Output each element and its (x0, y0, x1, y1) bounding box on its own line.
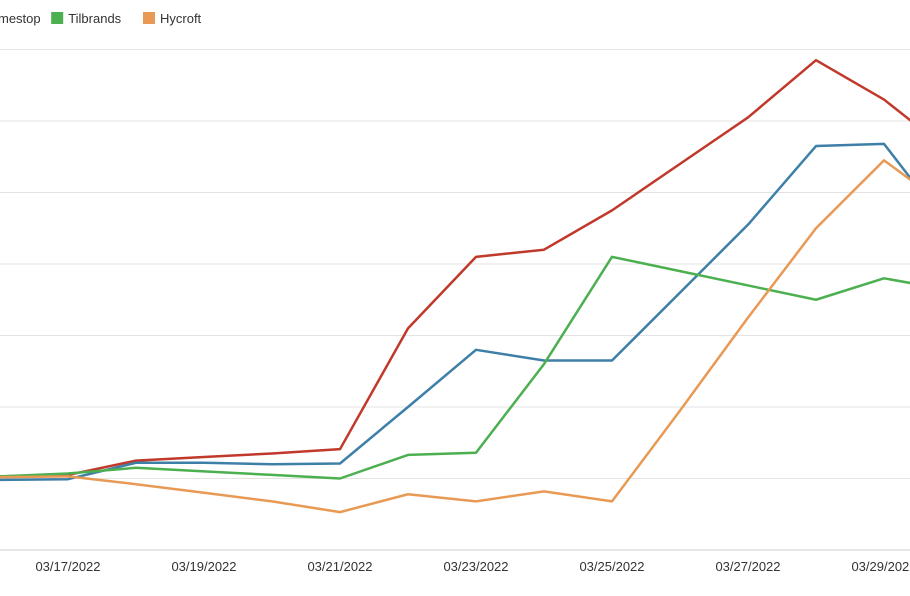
series-lines (0, 58, 910, 514)
legend-swatch-tilbrands[interactable] (51, 12, 64, 24)
series-line-gamestop (0, 58, 910, 478)
x-tick-label: 03/27/2022 (715, 559, 780, 574)
series-line-lilium (0, 142, 910, 482)
legend-label-gamestop[interactable]: mestop (0, 11, 41, 26)
grid-lines (0, 49, 910, 551)
x-tick-label: 03/29/2022 (851, 559, 910, 574)
x-tick-label: 03/19/2022 (171, 559, 236, 574)
x-axis-ticks: 03/17/2022 03/19/2022 03/21/2022 03/23/2022… (35, 559, 910, 574)
legend-label-hycroft[interactable]: Hycroft (160, 11, 202, 26)
x-tick-label: 03/17/2022 (35, 559, 100, 574)
x-tick-label: 03/25/2022 (579, 559, 644, 574)
legend-label-tilbrands[interactable]: Tilbrands (68, 11, 121, 26)
legend: mestop Tilbrands Hycroft (0, 11, 202, 26)
x-tick-label: 03/23/2022 (443, 559, 508, 574)
legend-swatch-hycroft[interactable] (143, 12, 155, 24)
series-line-hycroft (0, 159, 910, 514)
x-tick-label: 03/21/2022 (307, 559, 372, 574)
series-line-tilbrands (0, 255, 910, 480)
